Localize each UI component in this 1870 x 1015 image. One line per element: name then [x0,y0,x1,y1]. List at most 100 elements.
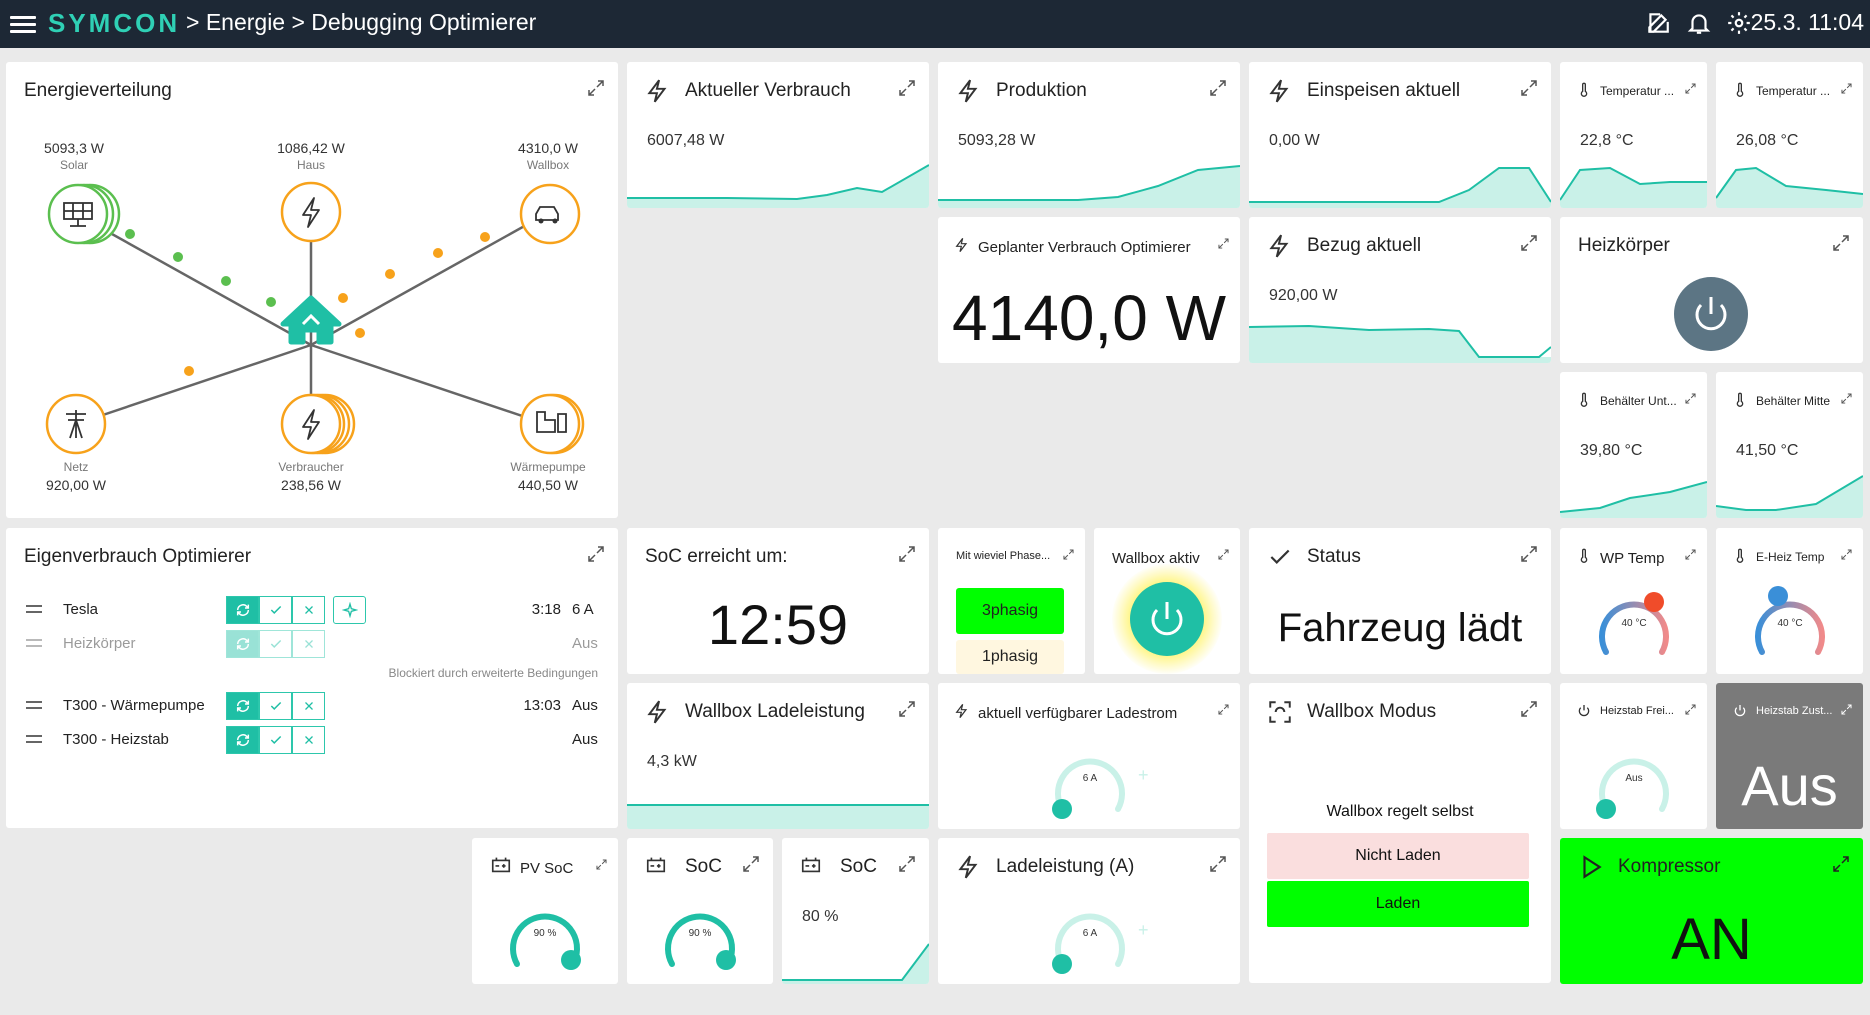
lightning-icon [1269,234,1289,258]
temperatur2-tile[interactable]: Temperatur ... 26,08 °C [1716,62,1863,208]
expand-icon[interactable] [1519,544,1539,564]
expand-icon[interactable] [1062,548,1075,561]
soc-time-tile[interactable]: SoC erreicht um: 12:59 [627,528,929,674]
expand-icon[interactable] [1217,703,1230,716]
current-slider-gauge[interactable] [1050,896,1130,976]
soc2-tile[interactable]: SoC 80 % [782,838,929,984]
breadcrumb[interactable]: > Energie > Debugging Optimierer [186,9,537,35]
expand-icon[interactable] [1831,854,1851,874]
nicht-laden-button[interactable]: Nicht Laden [1267,833,1529,879]
auto-button[interactable] [226,692,259,720]
expand-icon[interactable] [1840,548,1853,561]
optimizer-row-waermepumpe[interactable]: T300 - Wärmepumpe 13:03 Aus [6,692,618,722]
kompressor-tile[interactable]: Kompressor AN [1560,838,1863,984]
soc-gauge [510,913,581,970]
on-button[interactable] [259,726,292,754]
phasen-tile[interactable]: Mit wieviel Phase... 3phasig 1phasig [938,528,1085,674]
expand-icon[interactable] [1208,854,1228,874]
edit-icon[interactable] [1645,10,1671,36]
heizstab-gauge[interactable] [1594,741,1674,821]
drag-handle-icon[interactable] [26,701,42,709]
tile-title: Produktion [996,80,1087,101]
produktion-tile[interactable]: Produktion 5093,28 W [938,62,1240,208]
off-button[interactable] [292,630,325,658]
expand-icon[interactable] [897,544,917,564]
behaelter-mitte-tile[interactable]: Behälter Mitte 41,50 °C [1716,372,1863,518]
optimizer-row-tesla[interactable]: Tesla 3:18 6 A [6,596,618,626]
ladeleistung-tile[interactable]: Wallbox Ladeleistung 4,3 kW [627,683,929,829]
drag-handle-icon[interactable] [26,605,42,613]
expand-icon[interactable] [1208,78,1228,98]
gear-icon[interactable] [1726,10,1752,36]
on-button[interactable] [259,596,292,624]
expand-icon[interactable] [586,544,606,564]
lightning-icon [958,79,978,103]
expand-icon[interactable] [1684,548,1697,561]
expand-icon[interactable] [1840,82,1853,95]
laden-button[interactable]: Laden [1267,881,1529,927]
expand-icon[interactable] [1684,703,1697,716]
expand-icon[interactable] [1217,548,1230,561]
wp-temp-tile[interactable]: WP Temp 40 °C [1560,528,1707,674]
behaelter-unten-tile[interactable]: Behälter Unt... 39,80 °C [1560,372,1707,518]
expand-icon[interactable] [1519,78,1539,98]
expand-icon[interactable] [586,78,606,98]
expand-icon[interactable] [1840,703,1853,716]
tile-title: SoC [685,856,722,877]
phase-option[interactable]: 1phasig [956,640,1064,674]
optimizer-row-heizkoerper[interactable]: Heizkörper Aus [6,630,618,660]
power-toggle-button[interactable] [1674,277,1748,351]
on-button[interactable] [259,630,292,658]
waermepumpe-node [519,393,585,455]
expand-icon[interactable] [897,699,917,719]
heizstab-zustand-tile[interactable]: Heizstab Zust... Aus [1716,683,1863,829]
heizkoerper-tile[interactable]: Heizkörper [1560,217,1863,363]
einspeisen-tile[interactable]: Einspeisen aktuell 0,00 W [1249,62,1551,208]
expand-icon[interactable] [1684,82,1697,95]
bell-icon[interactable] [1686,10,1712,36]
temperatur1-tile[interactable]: Temperatur ... 22,8 °C [1560,62,1707,208]
plus-button[interactable]: + [1138,765,1149,785]
expand-icon[interactable] [595,858,608,871]
geplant-tile[interactable]: Geplanter Verbrauch Optimierer 4140,0 W [938,217,1240,363]
device-name: Tesla [63,601,99,618]
ladeleistung-a-tile[interactable]: Ladeleistung (A) 6 A + [938,838,1240,984]
menu-icon[interactable] [10,12,36,36]
pv-soc-tile[interactable]: PV SoC 90 % [472,838,618,984]
bezug-tile[interactable]: Bezug aktuell 920,00 W [1249,217,1551,363]
expand-icon[interactable] [1831,233,1851,253]
tile-title: SoC erreicht um: [645,546,788,567]
expand-icon[interactable] [1519,699,1539,719]
auto-button[interactable] [226,596,259,624]
auto-button[interactable] [226,726,259,754]
off-button[interactable] [292,692,325,720]
auto-button[interactable] [226,630,259,658]
drag-handle-icon[interactable] [26,639,42,647]
phase-option-selected[interactable]: 3phasig [956,588,1064,634]
thermometer-icon [1736,392,1744,407]
heizstab-frei-tile[interactable]: Heizstab Frei... Aus [1560,683,1707,829]
on-button[interactable] [259,692,292,720]
expand-icon[interactable] [1217,237,1230,250]
expand-icon[interactable] [1684,392,1697,405]
symcon-logo[interactable]: SYMCON [48,8,181,38]
plus-button[interactable]: + [1138,920,1149,940]
sparkle-button[interactable] [333,596,366,624]
current-slider-gauge[interactable] [1050,741,1130,821]
ladestrom-tile[interactable]: aktuell verfügbarer Ladestrom 6 A + [938,683,1240,829]
expand-icon[interactable] [741,854,761,874]
soc1-tile[interactable]: SoC 90 % [627,838,773,984]
off-button[interactable] [292,596,325,624]
verbrauch-tile[interactable]: Aktueller Verbrauch 6007,48 W [627,62,929,208]
eheiz-temp-tile[interactable]: E-Heiz Temp 40 °C [1716,528,1863,674]
drag-handle-icon[interactable] [26,735,42,743]
status-tile[interactable]: Status Fahrzeug lädt [1249,528,1551,674]
expand-icon[interactable] [1519,233,1539,253]
optimizer-row-heizstab[interactable]: T300 - Heizstab Aus [6,726,618,756]
power-toggle-button[interactable] [1130,582,1204,656]
wallbox-aktiv-tile[interactable]: Wallbox aktiv [1094,528,1240,674]
expand-icon[interactable] [1840,392,1853,405]
off-button[interactable] [292,726,325,754]
expand-icon[interactable] [897,78,917,98]
expand-icon[interactable] [897,854,917,874]
